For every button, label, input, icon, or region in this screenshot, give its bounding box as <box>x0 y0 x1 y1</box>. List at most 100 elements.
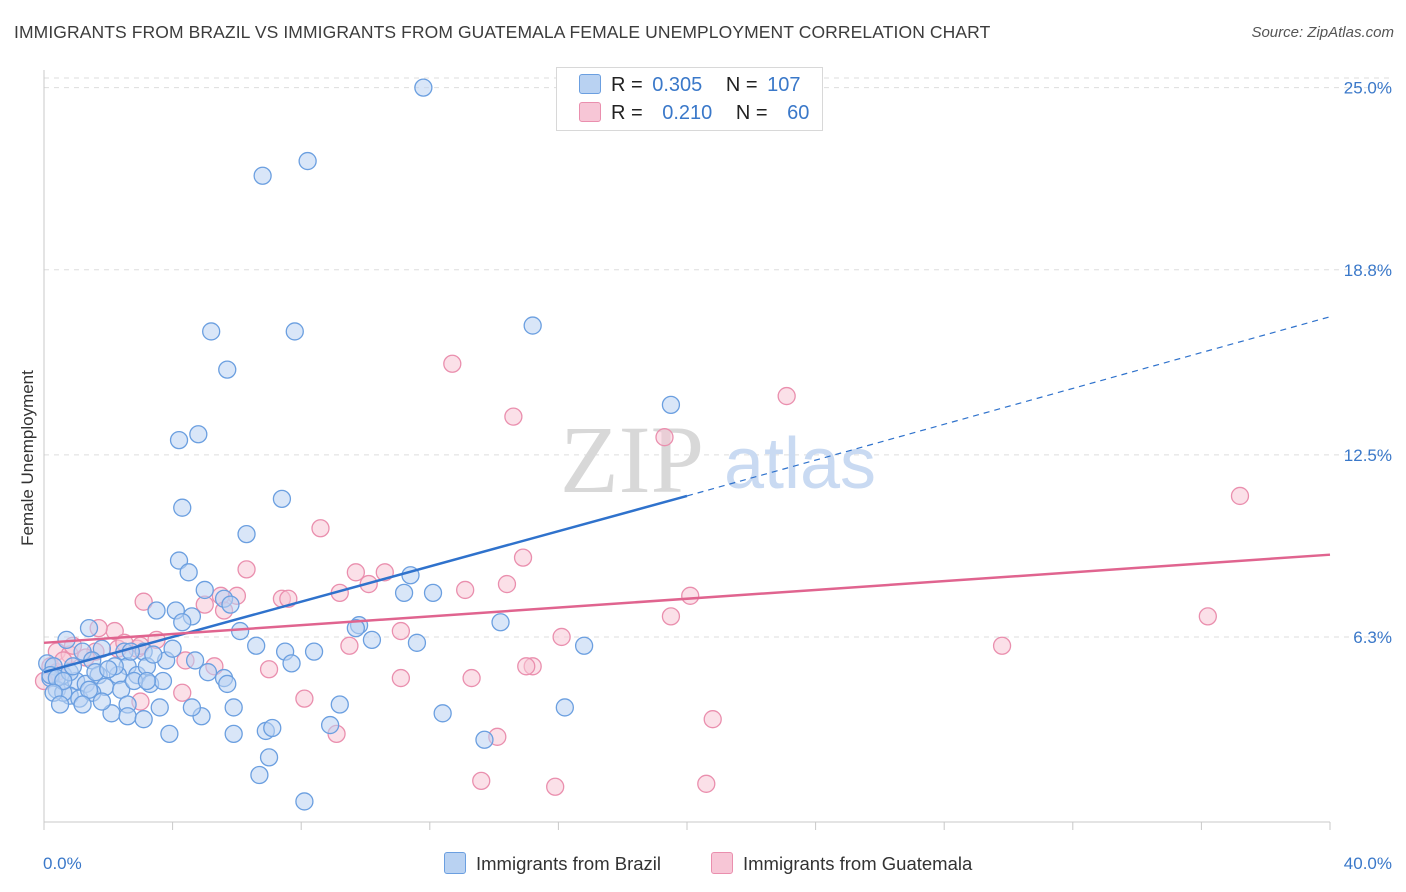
x-tick-label-min: 0.0% <box>43 854 82 873</box>
brazil-point <box>189 425 208 444</box>
stats-legend: R = 0.305 N = 107 R = 0.210 N = 60 <box>556 67 823 131</box>
guatemala-point <box>1198 607 1217 626</box>
guatemala-point <box>134 592 153 611</box>
guatemala-point <box>472 771 491 791</box>
brazil-point <box>237 524 256 544</box>
guatemala-point <box>661 607 681 626</box>
legend-n-label: N = <box>725 74 758 96</box>
guatemala-point <box>391 668 411 688</box>
brazil-point <box>134 710 153 729</box>
brazil-point <box>118 707 137 726</box>
x-tick-labels: 0.0% 40.0% <box>43 854 1392 873</box>
brazil-point <box>179 563 198 582</box>
axis-layer <box>43 70 1331 830</box>
brazil-point <box>433 704 452 723</box>
legend-r-label: R = <box>611 102 643 124</box>
guatemala-point <box>462 668 481 688</box>
bottom-legend-guatemala: Immigrants from Guatemala <box>711 852 972 875</box>
brazil-point <box>230 621 250 641</box>
watermark: ZIP atlas <box>560 406 876 513</box>
brazil-point <box>475 730 494 749</box>
legend-r-value: 0.210 <box>662 102 713 124</box>
guatemala-point <box>992 636 1012 655</box>
guatemala-point <box>703 710 722 729</box>
brazil-point <box>253 166 272 185</box>
y-tick-label: 18.8% <box>1344 261 1392 280</box>
bottom-legend-brazil-label: Immigrants from Brazil <box>476 853 662 874</box>
y-tick-label: 6.3% <box>1353 628 1392 647</box>
guatemala-point <box>655 428 674 447</box>
legend-r-value: 0.305 <box>652 74 703 96</box>
guatemala-swatch <box>579 102 601 122</box>
bottom-legend-guatemala-label: Immigrants from Guatemala <box>743 853 973 874</box>
brazil-point <box>99 660 118 679</box>
brazil-point <box>50 695 70 714</box>
guatemala-point <box>391 621 411 641</box>
bottom-legend-brazil: Immigrants from Brazil <box>444 852 661 875</box>
watermark-zip: ZIP <box>560 406 704 513</box>
guatemala-point <box>443 354 462 373</box>
guatemala-point <box>173 683 192 702</box>
brazil-point <box>224 724 243 744</box>
brazil-point <box>250 765 269 785</box>
legend-n-value: 60 <box>787 102 810 124</box>
brazil-point <box>202 322 221 341</box>
brazil-point <box>320 715 340 735</box>
brazil-point <box>137 671 157 691</box>
guatemala-point <box>777 386 796 406</box>
brazil-points <box>38 78 681 811</box>
brazil-point <box>185 651 205 670</box>
brazil-point <box>173 613 192 632</box>
brazil-point <box>304 642 324 661</box>
legend-n-value: 107 <box>767 74 801 96</box>
legend-row-guatemala: R = 0.210 N = 60 <box>579 102 809 125</box>
y-tick-label: 12.5% <box>1344 446 1392 465</box>
y-tick-labels: 6.3% 12.5% 18.8% 25.0% <box>1344 79 1392 647</box>
brazil-point <box>153 671 173 691</box>
brazil-trend-line <box>43 494 688 674</box>
brazil-point <box>282 654 301 673</box>
brazil-point <box>407 633 427 652</box>
brazil-point <box>218 674 237 694</box>
brazil-point <box>295 792 314 811</box>
brazil-point <box>163 639 182 658</box>
y-tick-label: 25.0% <box>1344 79 1392 98</box>
brazil-point <box>263 718 282 738</box>
guatemala-point <box>1230 486 1250 506</box>
brazil-point <box>491 613 510 632</box>
y-axis-title: Female Unemployment <box>18 370 37 546</box>
guatemala-point <box>504 407 523 426</box>
brazil-point <box>221 595 240 614</box>
brazil-point <box>555 698 574 717</box>
brazil-point <box>394 583 414 603</box>
trend-lines <box>43 316 1331 674</box>
brazil-point <box>574 636 594 655</box>
brazil-point <box>198 663 218 682</box>
brazil-swatch <box>579 74 601 94</box>
brazil-point <box>423 583 443 603</box>
guatemala-point <box>340 636 359 655</box>
brazil-point <box>160 724 179 744</box>
brazil-point <box>661 395 681 415</box>
guatemala-point <box>552 627 571 647</box>
guatemala-point <box>346 563 366 582</box>
chart-title: IMMIGRANTS FROM BRAZIL VS IMMIGRANTS FRO… <box>14 22 991 42</box>
brazil-point <box>346 618 366 638</box>
guatemala-point <box>456 580 475 600</box>
brazil-point <box>259 748 279 767</box>
source-credit: Source: ZipAtlas.com <box>1251 24 1394 41</box>
brazil-swatch <box>444 852 466 874</box>
guatemala-point <box>237 560 256 579</box>
brazil-point <box>218 360 237 379</box>
brazil-point <box>169 430 189 450</box>
brazil-point <box>247 636 266 655</box>
guatemala-point <box>259 660 279 679</box>
guatemala-point <box>517 657 536 676</box>
brazil-point <box>224 698 243 717</box>
brazil-point <box>298 151 317 171</box>
brazil-point <box>195 580 214 600</box>
brazil-point <box>272 489 292 509</box>
brazil-point <box>147 601 166 620</box>
brazil-point <box>54 671 73 691</box>
brazil-point <box>414 78 433 97</box>
